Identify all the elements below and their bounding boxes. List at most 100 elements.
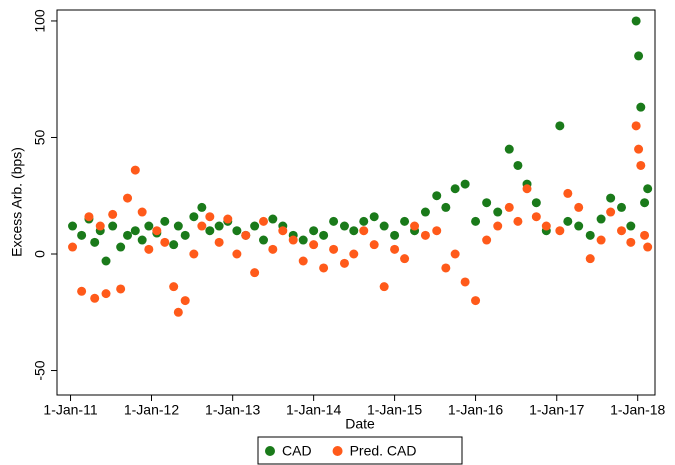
point bbox=[152, 226, 162, 236]
x-tick-label: 1-Jan-15 bbox=[367, 402, 422, 418]
point bbox=[84, 212, 94, 222]
point bbox=[197, 221, 207, 231]
legend-marker bbox=[332, 446, 343, 456]
point bbox=[634, 51, 644, 61]
point bbox=[513, 216, 523, 226]
x-tick-label: 1-Jan-12 bbox=[124, 402, 179, 418]
point bbox=[68, 221, 78, 231]
point bbox=[643, 242, 653, 252]
point bbox=[420, 207, 430, 217]
point bbox=[390, 244, 400, 254]
point bbox=[555, 226, 565, 236]
point bbox=[298, 235, 308, 245]
point bbox=[319, 263, 329, 273]
point bbox=[596, 235, 606, 245]
point bbox=[101, 256, 111, 266]
point bbox=[574, 202, 584, 212]
point bbox=[460, 277, 470, 287]
point bbox=[640, 230, 650, 240]
point bbox=[643, 184, 653, 194]
point bbox=[531, 198, 541, 208]
point bbox=[513, 160, 523, 170]
point bbox=[563, 216, 573, 226]
point bbox=[617, 202, 627, 212]
plot-frame bbox=[56, 9, 656, 396]
point bbox=[631, 121, 641, 131]
legend-box bbox=[257, 436, 463, 465]
point bbox=[180, 230, 190, 240]
point bbox=[90, 293, 100, 303]
point bbox=[116, 284, 126, 294]
point bbox=[101, 289, 111, 299]
point bbox=[241, 230, 251, 240]
point bbox=[259, 235, 269, 245]
point bbox=[626, 237, 636, 247]
point bbox=[504, 144, 514, 154]
y-tick-label: -50 bbox=[32, 360, 48, 380]
point bbox=[232, 249, 242, 259]
point bbox=[420, 230, 430, 240]
y-tick-label: 100 bbox=[32, 9, 48, 33]
point bbox=[180, 296, 190, 306]
point bbox=[482, 198, 492, 208]
point bbox=[137, 207, 147, 217]
point bbox=[329, 216, 339, 226]
point bbox=[410, 221, 420, 231]
point bbox=[441, 202, 451, 212]
point bbox=[130, 226, 140, 236]
point bbox=[288, 235, 298, 245]
point bbox=[441, 263, 451, 273]
point bbox=[400, 216, 410, 226]
point bbox=[432, 226, 442, 236]
point bbox=[606, 193, 616, 203]
x-tick-label: 1-Jan-18 bbox=[610, 402, 665, 418]
point bbox=[116, 242, 126, 252]
point bbox=[160, 216, 170, 226]
point bbox=[636, 160, 646, 170]
point bbox=[339, 258, 349, 268]
point bbox=[309, 240, 319, 250]
point bbox=[640, 198, 650, 208]
point bbox=[160, 237, 170, 247]
point bbox=[522, 184, 532, 194]
point bbox=[585, 254, 595, 264]
point bbox=[223, 214, 233, 224]
point bbox=[531, 212, 541, 222]
point bbox=[205, 212, 215, 222]
point bbox=[359, 216, 369, 226]
point bbox=[108, 221, 118, 231]
point bbox=[123, 193, 133, 203]
point bbox=[432, 191, 442, 201]
point bbox=[339, 221, 349, 231]
point bbox=[634, 144, 644, 154]
point bbox=[319, 230, 329, 240]
point bbox=[214, 221, 224, 231]
point bbox=[68, 242, 78, 252]
x-tick-label: 1-Jan-16 bbox=[448, 402, 503, 418]
point bbox=[636, 102, 646, 112]
point bbox=[90, 237, 100, 247]
legend-marker bbox=[265, 446, 275, 456]
point bbox=[596, 214, 606, 224]
point bbox=[123, 230, 133, 240]
point bbox=[369, 212, 379, 222]
point bbox=[606, 207, 616, 217]
point bbox=[541, 221, 551, 231]
point bbox=[278, 226, 288, 236]
point bbox=[563, 188, 573, 198]
point bbox=[349, 226, 359, 236]
point bbox=[493, 207, 503, 217]
point bbox=[232, 226, 242, 236]
point bbox=[390, 230, 400, 240]
point bbox=[189, 212, 199, 222]
point bbox=[298, 256, 308, 266]
point bbox=[268, 244, 278, 254]
point bbox=[555, 121, 565, 131]
point bbox=[471, 296, 481, 306]
legend-label: CAD bbox=[282, 443, 312, 459]
point bbox=[173, 307, 183, 317]
x-tick-label: 1-Jan-11 bbox=[43, 402, 97, 418]
point bbox=[169, 240, 179, 250]
point bbox=[77, 286, 87, 296]
